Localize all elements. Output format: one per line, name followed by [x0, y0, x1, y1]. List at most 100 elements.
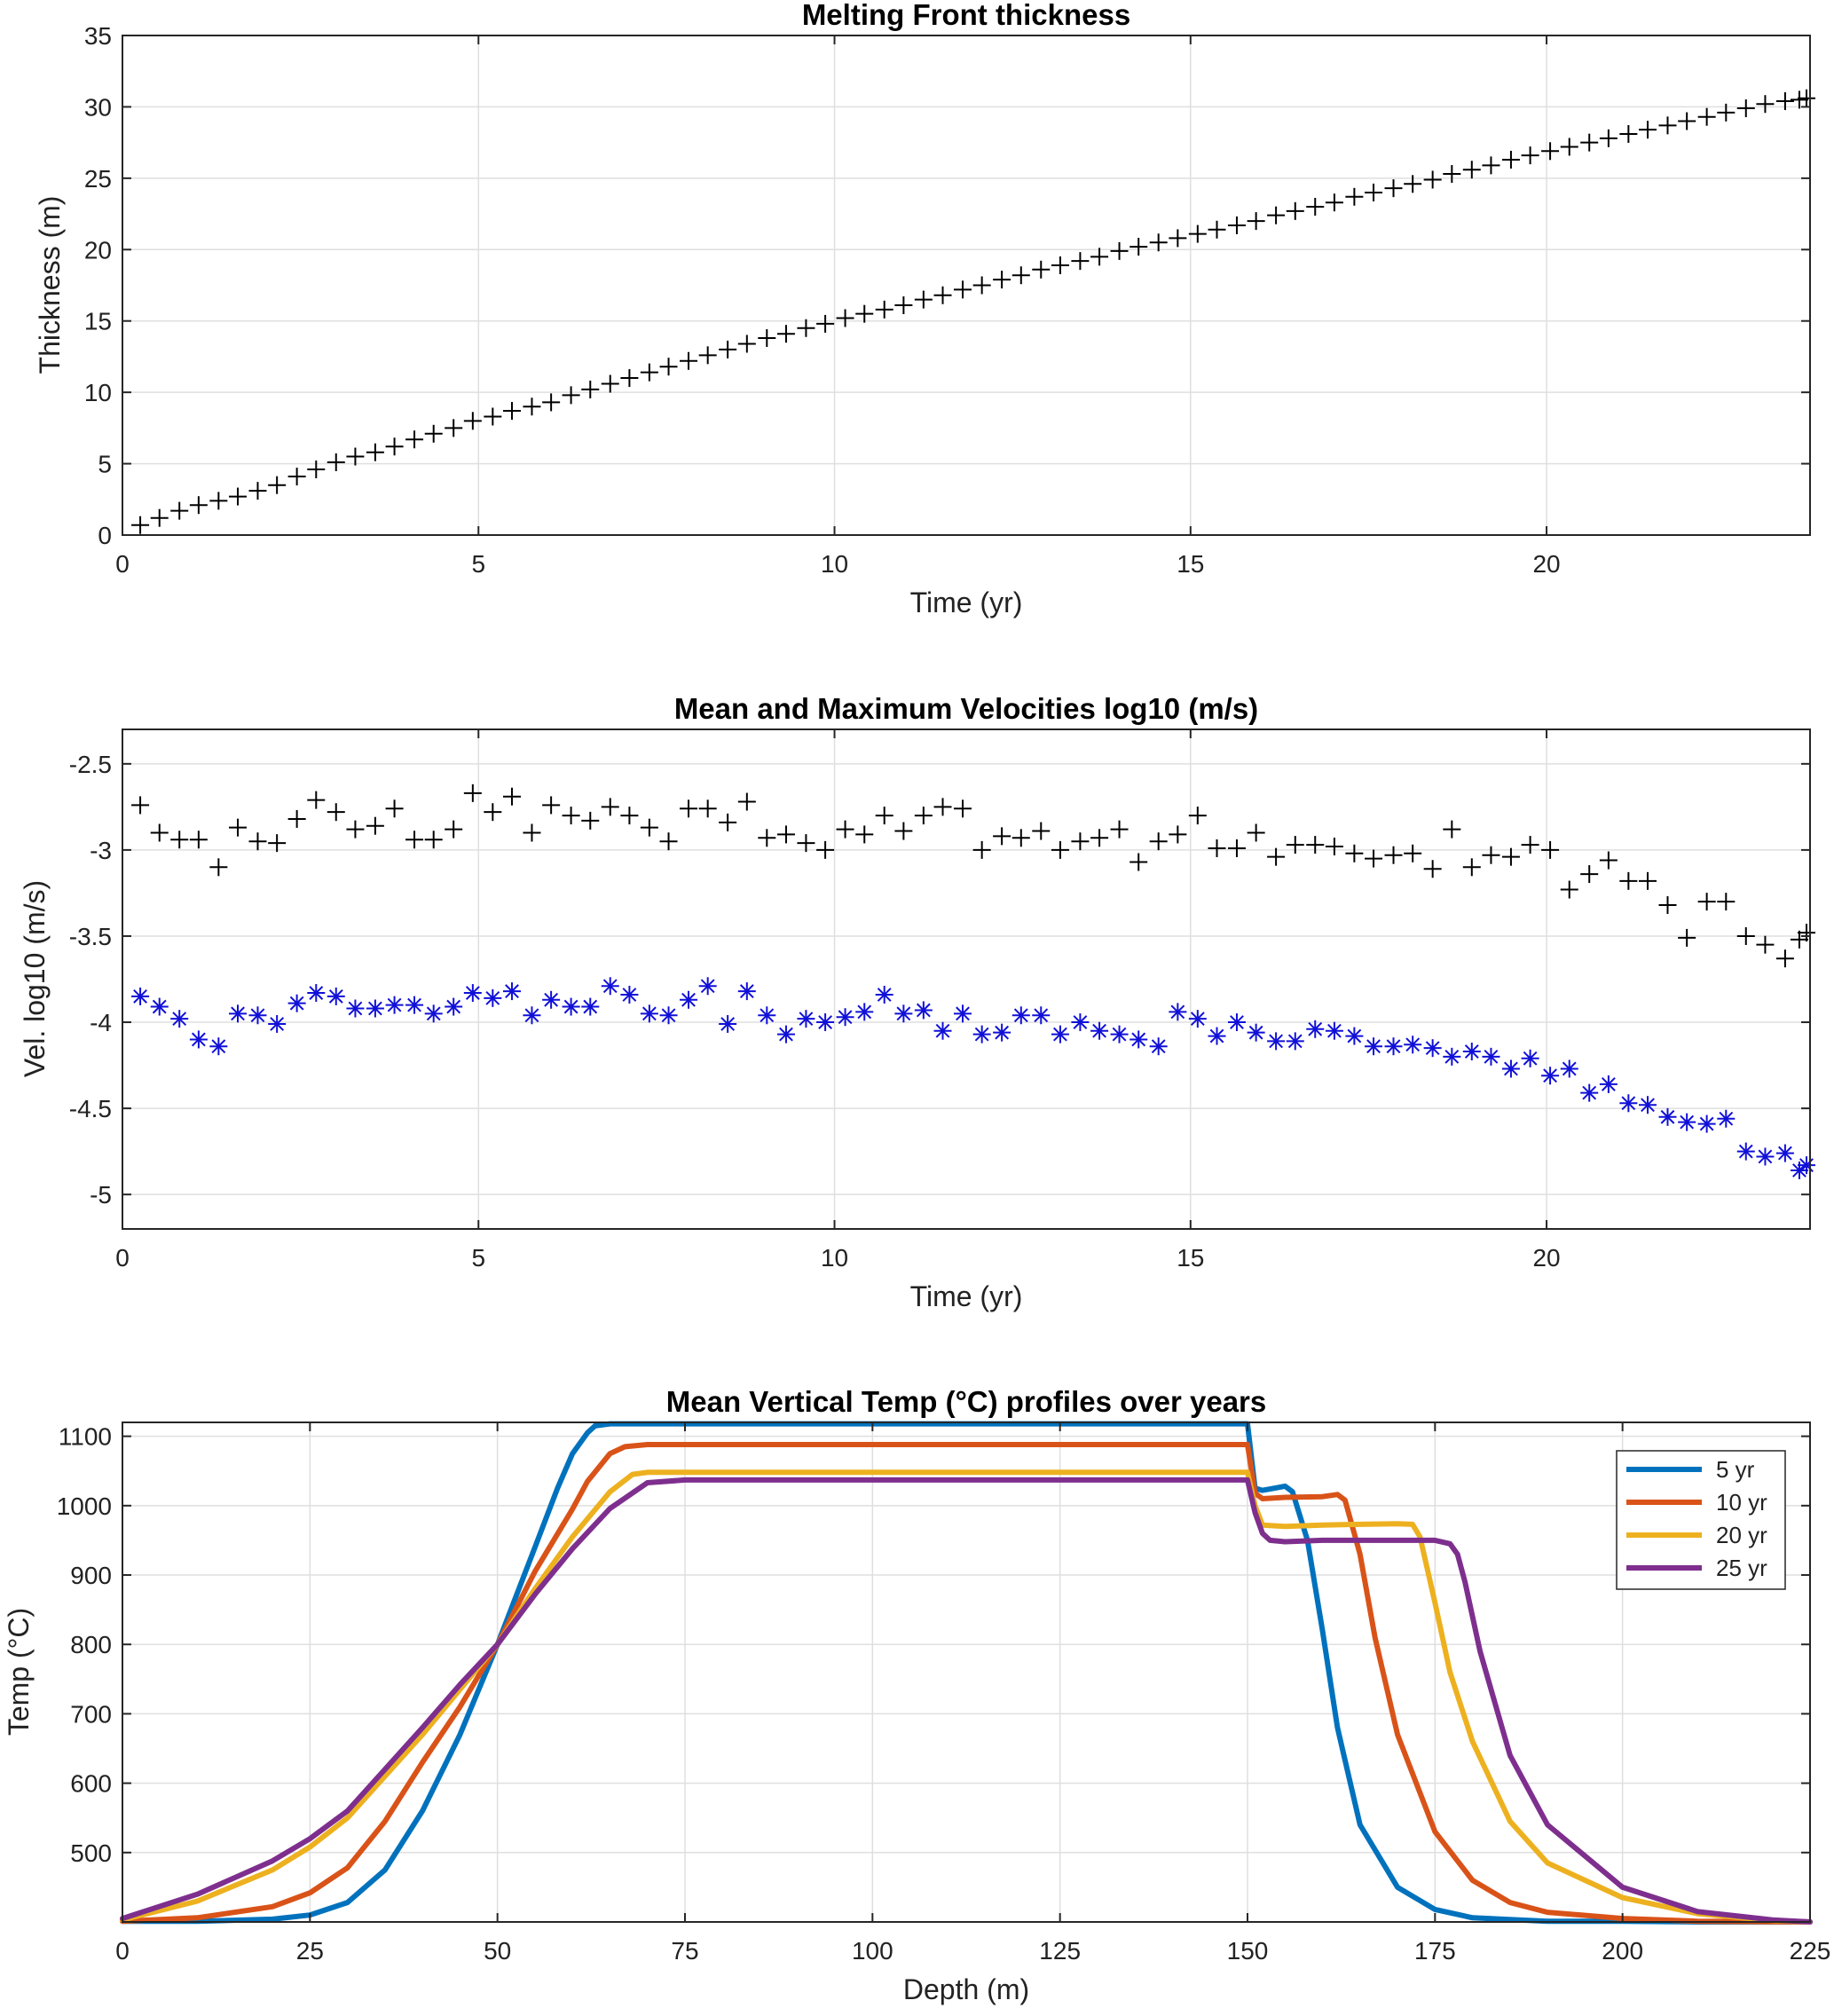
- data-point-mean-velocity: [248, 1006, 267, 1025]
- temp-legend[interactable]: 5 yr 10 yr 20 yr 25 yr: [1616, 1450, 1786, 1590]
- data-point-mean-velocity: [1790, 1161, 1808, 1179]
- data-point-mean-velocity: [875, 985, 893, 1004]
- data-point-maximum-velocity: [914, 807, 933, 825]
- data-point-mean-velocity: [1797, 1156, 1815, 1175]
- y-tick-label: 0: [98, 522, 112, 549]
- data-point-mean-velocity: [953, 1004, 972, 1023]
- data-point-thickness: [1775, 91, 1794, 110]
- data-point-mean-velocity: [776, 1025, 795, 1043]
- data-point-mean-velocity: [170, 1010, 189, 1028]
- thickness-axes-frame: [122, 35, 1811, 536]
- data-point-maximum-velocity: [1560, 880, 1578, 899]
- data-point-mean-velocity: [1032, 1006, 1051, 1025]
- data-point-thickness: [1032, 260, 1051, 279]
- data-point-thickness: [209, 492, 228, 510]
- y-tick-label: 700: [70, 1700, 112, 1728]
- data-point-thickness: [542, 393, 561, 412]
- data-point-thickness: [816, 314, 835, 333]
- data-point-thickness: [1658, 116, 1677, 135]
- data-point-thickness: [620, 369, 639, 388]
- x-tick-label: 10: [821, 550, 848, 578]
- data-point-maximum-velocity: [1051, 840, 1069, 859]
- y-tick-label: 10: [84, 379, 112, 406]
- data-point-thickness: [1756, 95, 1775, 114]
- legend-label-10yr: 10 yr: [1716, 1489, 1767, 1516]
- data-point-thickness: [1325, 193, 1343, 212]
- x-tick-label: 75: [671, 1937, 698, 1965]
- data-point-mean-velocity: [1541, 1067, 1560, 1085]
- data-point-thickness: [776, 325, 795, 343]
- data-point-mean-velocity: [1071, 1013, 1090, 1032]
- data-point-mean-velocity: [659, 1006, 678, 1025]
- data-point-mean-velocity: [542, 990, 561, 1009]
- data-point-mean-velocity: [445, 997, 463, 1016]
- data-point-maximum-velocity: [170, 831, 189, 849]
- data-point-mean-velocity: [1580, 1083, 1599, 1102]
- data-point-maximum-velocity: [385, 799, 404, 818]
- data-point-maximum-velocity: [1580, 865, 1599, 884]
- thickness-title: Melting Front thickness: [802, 0, 1130, 31]
- data-point-thickness: [248, 482, 267, 500]
- data-point-mean-velocity: [346, 999, 365, 1018]
- data-point-maximum-velocity: [1071, 832, 1090, 851]
- data-point-maximum-velocity: [1306, 836, 1325, 854]
- data-point-maximum-velocity: [1756, 935, 1775, 954]
- data-point-thickness: [1797, 89, 1815, 107]
- data-point-maximum-velocity: [776, 825, 795, 844]
- data-point-mean-velocity: [307, 984, 326, 1003]
- data-point-maximum-velocity: [640, 818, 658, 837]
- data-point-thickness: [562, 386, 580, 405]
- x-tick-label: 20: [1532, 550, 1560, 578]
- data-point-thickness: [1639, 121, 1657, 139]
- data-point-maximum-velocity: [1384, 846, 1403, 864]
- data-point-maximum-velocity: [307, 791, 326, 809]
- x-tick-label: 10: [821, 1244, 848, 1272]
- data-point-maximum-velocity: [405, 831, 424, 849]
- data-point-thickness: [894, 296, 913, 315]
- data-point-thickness: [1423, 170, 1442, 189]
- data-point-thickness: [1501, 150, 1520, 169]
- data-point-mean-velocity: [1678, 1113, 1696, 1131]
- data-point-mean-velocity: [620, 985, 639, 1004]
- data-point-maximum-velocity: [680, 799, 698, 818]
- data-point-maximum-velocity: [1110, 820, 1129, 839]
- data-point-thickness: [131, 516, 150, 534]
- data-point-thickness: [1286, 201, 1304, 220]
- data-point-thickness: [1227, 216, 1246, 234]
- data-point-maximum-velocity: [1541, 840, 1560, 859]
- data-point-maximum-velocity: [484, 803, 502, 822]
- data-point-mean-velocity: [562, 997, 580, 1016]
- data-point-maximum-velocity: [1227, 839, 1246, 857]
- data-point-maximum-velocity: [1188, 807, 1207, 825]
- x-tick-label: 5: [471, 1244, 485, 1272]
- data-point-mean-velocity: [1149, 1037, 1168, 1056]
- data-point-mean-velocity: [1639, 1096, 1657, 1114]
- data-point-mean-velocity: [1169, 1003, 1187, 1021]
- data-point-maximum-velocity: [972, 840, 991, 859]
- data-point-thickness: [1208, 220, 1226, 239]
- data-point-thickness: [1247, 212, 1265, 231]
- x-tick-label: 20: [1532, 1244, 1560, 1272]
- y-tick-label: 800: [70, 1631, 112, 1658]
- data-point-mean-velocity: [640, 1004, 658, 1023]
- data-point-thickness: [1560, 138, 1578, 156]
- data-point-maximum-velocity: [1247, 823, 1265, 842]
- y-tick-label: -3.5: [69, 923, 112, 950]
- data-point-thickness: [1365, 183, 1383, 201]
- x-tick-label: 0: [115, 1937, 130, 1965]
- data-point-thickness: [1736, 99, 1755, 118]
- data-point-mean-velocity: [1501, 1059, 1520, 1078]
- data-point-mean-velocity: [972, 1025, 991, 1043]
- x-tick-label: 225: [1790, 1937, 1831, 1965]
- thickness-grid: [122, 35, 1810, 536]
- data-point-thickness: [463, 412, 482, 430]
- temp-marks: [120, 1421, 1813, 1925]
- legend-label-20yr: 20 yr: [1716, 1522, 1767, 1548]
- data-point-mean-velocity: [366, 999, 384, 1018]
- data-point-maximum-velocity: [131, 796, 150, 815]
- data-point-maximum-velocity: [1717, 893, 1736, 911]
- data-point-maximum-velocity: [1790, 930, 1808, 949]
- data-point-thickness: [1169, 229, 1187, 248]
- data-point-mean-velocity: [268, 1014, 287, 1033]
- data-point-maximum-velocity: [816, 840, 835, 859]
